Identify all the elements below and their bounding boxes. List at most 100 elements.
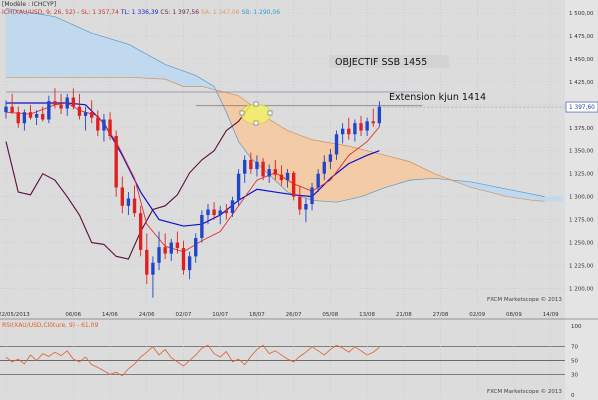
candle-bull-body [316, 173, 320, 188]
time-tick-label: 21/08 [396, 312, 412, 318]
candle-bear-body [212, 209, 216, 216]
kumo-bear-segment [238, 95, 245, 150]
candle-bear-body [71, 97, 76, 107]
objectif-label-bg [329, 55, 449, 68]
kumo-bear-segment [263, 115, 270, 175]
candle-bear-body [77, 106, 82, 116]
kumo-bull-segment [146, 54, 153, 79]
kumo-bull-segment [477, 183, 484, 191]
candle-bear-body [120, 187, 124, 206]
candle-bull-body [22, 112, 27, 124]
candle-bull-body [267, 169, 271, 177]
time-tick-label: 18/07 [249, 312, 265, 318]
watermark-rsi: FXCM Marketscope © 2013 [487, 389, 562, 395]
current-price-label: 1 397,60 [569, 105, 595, 111]
rsi-line [5, 344, 380, 377]
candle-bull-body [304, 204, 308, 210]
kumo-bull-segment [116, 40, 123, 78]
kumo-bear-segment [269, 119, 276, 181]
kumo-bear-segment [281, 126, 288, 193]
candle-bear-body [138, 213, 143, 250]
kumo-bull-segment [159, 61, 166, 80]
kumo-bull-segment [91, 33, 98, 78]
time-tick-label: 22/05/2013 [0, 312, 30, 318]
kumo-bull-segment [103, 36, 111, 78]
kumo-bull-segment [110, 38, 117, 78]
time-tick-label: 02/07 [176, 312, 192, 318]
time-tick-label: 10/07 [212, 312, 228, 318]
time-tick-label: 02/09 [469, 312, 485, 318]
time-tick-label: 13/08 [359, 312, 375, 318]
legend-entry: SA: 1 347,06 [200, 9, 242, 16]
candle-bull-body [230, 200, 235, 214]
kumo-bull-segment [201, 79, 208, 89]
kumo-bear-segment [373, 152, 380, 193]
kumo-bull-segment [471, 181, 478, 190]
kumo-bull-segment [189, 73, 196, 87]
candle-bull-body [194, 237, 198, 257]
price-tick-label: 1 500,00 [569, 11, 594, 17]
kumo-bull-segment [165, 64, 172, 82]
rsi-tick-label: 100 [571, 324, 582, 330]
candle-bull-body [200, 215, 204, 238]
kumo-bull-segment [122, 42, 129, 78]
candle-bull-body [236, 173, 241, 201]
candle-bull-body [83, 112, 88, 116]
candle-bear-body [114, 136, 118, 188]
kumo-bear-segment [422, 167, 429, 180]
price-tick-label: 1 450,00 [569, 57, 594, 63]
kumo-bull-segment [140, 50, 147, 79]
kumo-bull-segment [207, 82, 215, 90]
ellipse-handle [239, 110, 245, 116]
candle-bull-body [47, 101, 51, 120]
chart-header: [Modèle : ICHCYP] ICH(XAU/USD, 9, 26, 52… [2, 1, 280, 17]
kumo-bull-segment [495, 186, 502, 196]
candle-bear-body [145, 249, 149, 275]
kumo-bear-segment [354, 147, 362, 199]
candle-bull-body [169, 242, 173, 254]
kumo-bull-segment [97, 35, 104, 78]
kumo-bear-segment [342, 145, 349, 201]
price-tick-label: 1 300,00 [569, 195, 594, 201]
ellipse-handle [253, 101, 259, 107]
price-tick-label: 1 475,00 [569, 34, 594, 40]
kumo-bear-segment [299, 135, 306, 199]
kumo-bull-segment [489, 185, 496, 194]
candle-bear-body [96, 117, 100, 131]
candle-bear-body [10, 106, 14, 113]
candle-bull-body [187, 256, 192, 271]
kumo-bull-segment [61, 19, 68, 78]
candle-bull-body [255, 161, 259, 170]
candle-bear-body [41, 114, 45, 120]
price-tick-label: 1 225,00 [569, 264, 594, 270]
rsi-tick-label: 70 [571, 345, 578, 351]
legend-entry: SB: 1 290,06 [241, 9, 281, 16]
kumo-bull-segment [152, 57, 160, 79]
kumo-bear-segment [379, 153, 386, 190]
kumo-bull-segment [195, 75, 202, 87]
kumo-bull-segment [48, 15, 55, 78]
time-tick-label: 06/06 [65, 312, 81, 318]
candle-bear-body [291, 172, 296, 197]
kumo-bear-segment [361, 149, 368, 197]
kumo-bull-segment [507, 189, 515, 198]
candle-bear-body [249, 159, 253, 170]
kumo-bull-segment [514, 190, 521, 199]
candle-bear-body [298, 196, 302, 210]
candle-bear-body [279, 174, 284, 181]
indicator-legend: ICH(XAU/USD, 9, 26, 52) - SL: 1 357,74 T… [2, 9, 280, 17]
model-label: [Modèle : ICHCYP] [2, 1, 57, 8]
kumo-bear-segment [305, 137, 313, 201]
candle-bull-body [334, 134, 339, 155]
kumo-bull-segment [67, 22, 74, 78]
price-tick-label: 1 350,00 [569, 149, 594, 155]
kumo-bear-segment [348, 146, 355, 200]
kumo-bear-segment [397, 158, 404, 184]
kumo-bear-segment [434, 173, 441, 179]
kumo-bull-segment [42, 14, 49, 78]
kumo-bear-segment [385, 155, 392, 188]
rsi-plot-background [0, 320, 565, 400]
candle-bull-body [285, 172, 290, 181]
kumo-bull-segment [532, 194, 539, 201]
candle-bull-body [157, 247, 161, 263]
